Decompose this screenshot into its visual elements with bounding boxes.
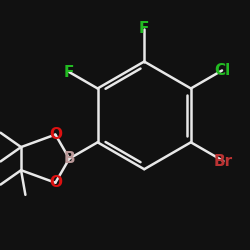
Text: F: F xyxy=(64,64,74,80)
Text: F: F xyxy=(139,21,149,36)
Text: O: O xyxy=(49,127,62,142)
Text: Cl: Cl xyxy=(214,63,230,78)
Text: B: B xyxy=(64,151,75,166)
Text: O: O xyxy=(49,175,62,190)
Text: Br: Br xyxy=(214,154,233,168)
